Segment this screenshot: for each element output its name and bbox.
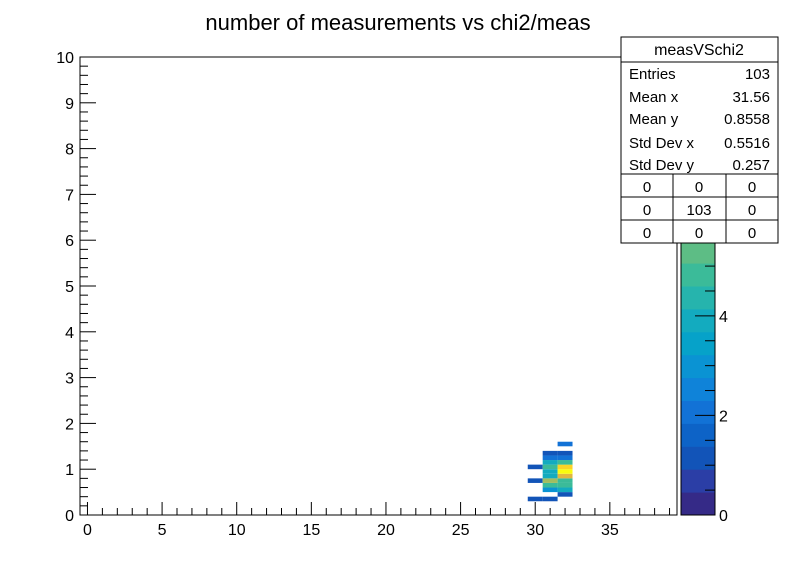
- heatmap-cell: [542, 487, 558, 493]
- stats-value-mean-x: 31.56: [732, 89, 770, 106]
- stats-value-entries: 103: [745, 66, 770, 83]
- heatmap-cell: [542, 469, 558, 474]
- stats-grid-cell: 0: [748, 179, 756, 196]
- heatmap-cell: [557, 469, 573, 474]
- palette-band: [681, 492, 715, 516]
- palette-band: [681, 400, 715, 424]
- x-tick-label: 25: [452, 522, 470, 539]
- stats-grid-cell: 0: [748, 225, 756, 242]
- stats-value-stddev-y: 0.257: [732, 157, 770, 174]
- y-tick-label: 6: [65, 233, 74, 250]
- palette-band: [681, 377, 715, 401]
- palette-band: [681, 331, 715, 356]
- heatmap-cell: [557, 460, 573, 465]
- heatmap-cell: [557, 478, 573, 483]
- z-tick-label: 4: [719, 309, 728, 326]
- heatmap-cell: [527, 478, 543, 483]
- stats-box-frame: [620, 36, 779, 244]
- x-tick-label: 5: [158, 522, 167, 539]
- heatmap-cell: [542, 460, 558, 465]
- y-tick-label: 4: [65, 325, 74, 342]
- y-tick-label: 1: [65, 462, 74, 479]
- x-tick-label: 20: [377, 522, 395, 539]
- x-tick-label: 15: [302, 522, 320, 539]
- stats-label-stddev-y: Std Dev y: [629, 157, 695, 174]
- heatmap-cell: [557, 473, 573, 479]
- heatmap-cell: [527, 496, 543, 502]
- heatmap-cell: [542, 455, 558, 461]
- plot-frame: [79, 56, 678, 516]
- y-tick-label: 2: [65, 416, 74, 433]
- stats-title: measVSchi2: [654, 42, 744, 59]
- stats-value-mean-y: 0.8558: [724, 111, 770, 128]
- stats-grid-cell: 0: [748, 202, 756, 219]
- heatmap-cell: [557, 492, 573, 497]
- stats-grid-cell: 103: [686, 202, 711, 219]
- stats-grid-cell: 0: [695, 225, 703, 242]
- palette-band: [681, 423, 715, 447]
- heatmap-cell: [542, 482, 558, 488]
- y-tick-label: 10: [56, 50, 74, 67]
- y-tick-label: 5: [65, 279, 74, 296]
- heatmap-cell: [557, 441, 573, 447]
- palette-band: [681, 308, 715, 333]
- heatmap-cell: [557, 455, 573, 461]
- y-tick-label: 0: [65, 508, 74, 525]
- palette-band: [681, 354, 715, 379]
- heatmap-cell: [542, 473, 558, 479]
- heatmap-cell: [557, 464, 573, 470]
- x-axis: 0 5 10 15 20 25 30 35: [83, 502, 671, 539]
- palette-band: [681, 469, 715, 493]
- y-tick-label: 8: [65, 142, 74, 159]
- x-tick-label: 0: [83, 522, 92, 539]
- heatmap-cell: [557, 450, 573, 456]
- stats-label-mean-y: Mean y: [629, 111, 679, 128]
- heatmap-cell: [542, 496, 558, 502]
- y-tick-label: 9: [65, 96, 74, 113]
- stats-grid-cell: 0: [643, 179, 651, 196]
- heatmap-cell: [542, 450, 558, 456]
- stats-grid-cell: 0: [643, 202, 651, 219]
- stats-value-stddev-x: 0.5516: [724, 135, 770, 152]
- palette-band: [681, 286, 715, 310]
- heatmap-cells: [527, 441, 573, 502]
- z-tick-label: 2: [719, 408, 728, 425]
- palette-band: [681, 240, 715, 264]
- heatmap-cell: [557, 487, 573, 493]
- heatmap-cell: [557, 482, 573, 488]
- y-axis: 0 1 2 3 4 5 6 7 8 9 10: [56, 50, 96, 525]
- z-tick-label: 0: [719, 508, 728, 525]
- stats-label-mean-x: Mean x: [629, 89, 679, 106]
- heatmap-cell: [542, 464, 558, 470]
- x-tick-label: 10: [228, 522, 246, 539]
- stats-label-stddev-x: Std Dev x: [629, 135, 695, 152]
- chart-title: number of measurements vs chi2/meas: [205, 10, 590, 35]
- x-tick-label: 30: [526, 522, 544, 539]
- stats-grid-cell: 0: [643, 225, 651, 242]
- stats-box: measVSchi2 Entries 103 Mean x 31.56 Mean…: [620, 36, 779, 244]
- stats-grid-cell: 0: [695, 179, 703, 196]
- palette-band: [681, 446, 715, 470]
- y-tick-label: 7: [65, 187, 74, 204]
- palette-band: [681, 263, 715, 287]
- stats-label-entries: Entries: [629, 66, 676, 83]
- heatmap-cell: [542, 478, 558, 483]
- y-tick-label: 3: [65, 371, 74, 388]
- x-tick-label: 35: [601, 522, 619, 539]
- heatmap-cell: [527, 464, 543, 470]
